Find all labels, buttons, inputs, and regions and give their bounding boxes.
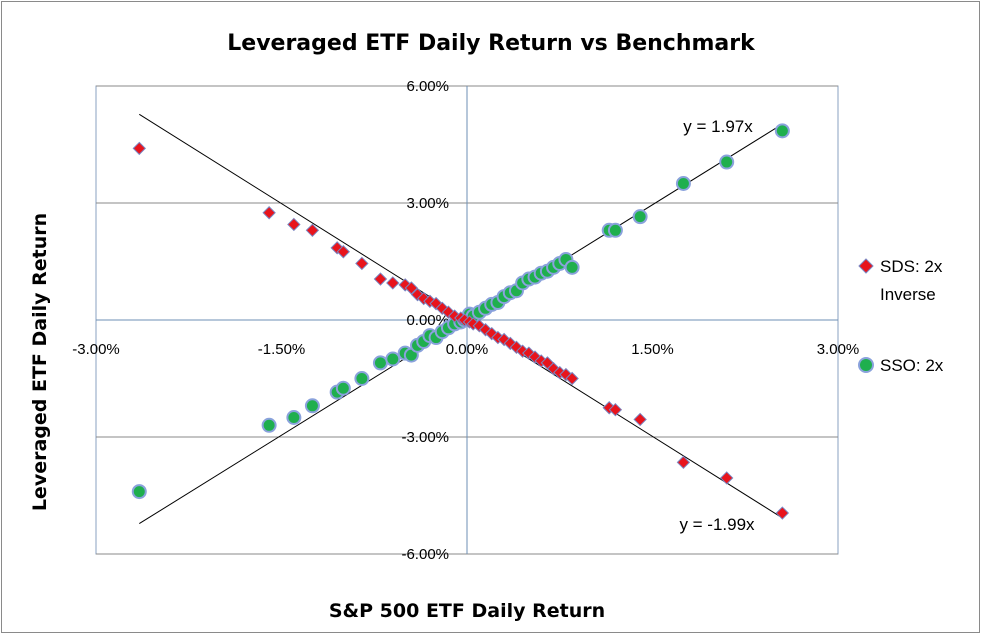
- sds-point-37: [565, 371, 579, 386]
- sds-point-22: [472, 319, 487, 333]
- sso-series-points: [131, 123, 790, 500]
- sds-point-2: [287, 217, 301, 232]
- y-tick-label-4: -6.00%: [401, 546, 449, 563]
- x-tick-label-2: 0.00%: [446, 341, 489, 358]
- sso-point-0: [131, 484, 147, 500]
- sso-point-40: [632, 209, 648, 225]
- legend-sso-marker: [858, 357, 874, 373]
- sso-point-43: [774, 123, 790, 139]
- sds-point-3: [305, 223, 320, 238]
- sds-point-1: [262, 206, 276, 220]
- sds-point-10: [404, 281, 419, 295]
- x-tick-label-0: -3.00%: [72, 341, 120, 358]
- sds-point-43: [775, 506, 790, 520]
- sds-point-9: [398, 278, 412, 292]
- legend-sds-label-line2: Inverse: [880, 285, 936, 304]
- sso-point-42: [719, 154, 735, 170]
- sds-point-8: [386, 276, 400, 290]
- sds-point-40: [633, 412, 647, 427]
- sds-point-0: [132, 141, 146, 156]
- sso-point-2: [286, 410, 302, 425]
- y-tick-label-3: -3.00%: [401, 429, 449, 446]
- sso-point-7: [372, 355, 388, 371]
- y-tick-label-2: 0.00%: [406, 312, 449, 329]
- y-tick-label-1: 3.00%: [406, 195, 449, 212]
- chart-title: Leveraged ETF Daily Return vs Benchmark: [227, 31, 756, 56]
- sds-point-15: [435, 301, 449, 316]
- sds-trendline-label: y = -1.99x: [679, 515, 755, 534]
- legend-sso-label: SSO: 2x: [880, 356, 944, 375]
- x-tick-label-4: 3.00%: [817, 341, 860, 358]
- legend: SDS: 2x Inverse SSO: 2x: [858, 257, 944, 375]
- sso-trendline-label: y = 1.97x: [683, 117, 753, 136]
- sds-point-7: [373, 272, 388, 286]
- sds-point-31: [528, 350, 542, 364]
- sso-point-1: [261, 417, 277, 433]
- sso-point-8: [385, 351, 401, 367]
- sds-point-28: [509, 340, 524, 355]
- sds-point-12: [417, 291, 431, 306]
- sso-point-3: [304, 398, 320, 414]
- legend-sds-marker: [858, 258, 874, 274]
- legend-sds-label-line1: SDS: 2x: [880, 257, 943, 276]
- x-tick-label-1: -1.50%: [258, 341, 306, 358]
- sds-series-points: [132, 141, 790, 520]
- sso-point-39: [607, 222, 623, 238]
- sds-point-42: [719, 471, 734, 485]
- sso-point-6: [354, 371, 370, 386]
- tick-labels: -3.00% -1.50% 0.00% 1.50% 3.00% 6.00% 3.00% 0.0…: [72, 78, 859, 563]
- sds-point-6: [355, 256, 369, 271]
- sso-point-5: [335, 380, 351, 396]
- sds-point-34: [546, 362, 561, 376]
- sds-point-39: [608, 402, 623, 417]
- y-axis-title: Leveraged ETF Daily Return: [29, 213, 51, 511]
- x-tick-label-3: 1.50%: [631, 341, 674, 358]
- sds-point-5: [336, 245, 351, 259]
- y-tick-label-0: 6.00%: [406, 78, 449, 95]
- sso-point-41: [675, 176, 691, 191]
- x-axis-title: S&P 500 ETF Daily Return: [329, 600, 605, 622]
- sds-point-41: [676, 455, 691, 470]
- sso-point-37: [564, 259, 580, 275]
